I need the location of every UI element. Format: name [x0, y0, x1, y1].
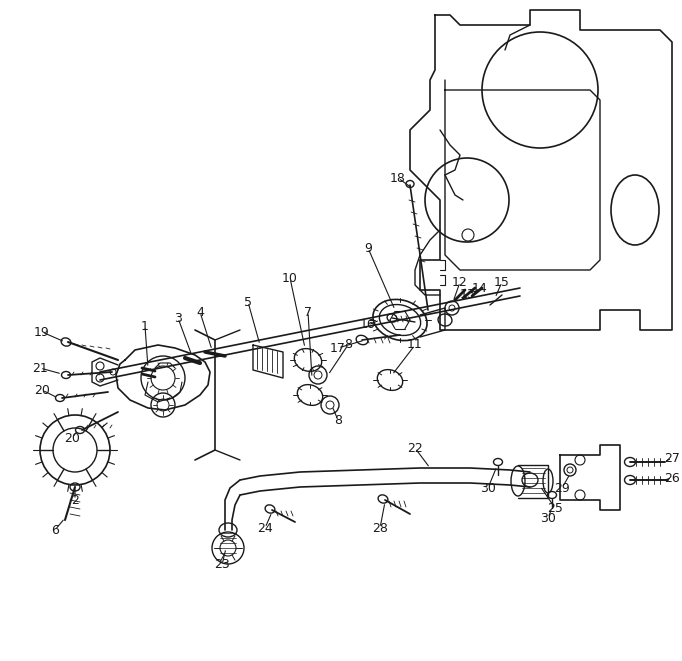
Text: 19: 19 — [34, 325, 50, 338]
Text: 6: 6 — [51, 524, 59, 537]
Text: 29: 29 — [554, 481, 570, 494]
Text: 21: 21 — [32, 362, 48, 375]
Text: 3: 3 — [174, 311, 182, 325]
Text: 27: 27 — [664, 451, 680, 465]
Text: 26: 26 — [664, 471, 680, 485]
Text: 28: 28 — [372, 522, 388, 535]
Text: 30: 30 — [540, 512, 556, 524]
Text: 14: 14 — [472, 282, 488, 295]
Text: 23: 23 — [214, 559, 230, 572]
Text: 8: 8 — [334, 414, 342, 426]
Text: 11: 11 — [407, 338, 423, 352]
Text: 22: 22 — [407, 442, 423, 455]
Text: 18: 18 — [390, 171, 406, 184]
Text: 7: 7 — [304, 305, 312, 319]
Text: 8: 8 — [344, 338, 352, 352]
Text: 17: 17 — [330, 342, 346, 354]
Text: 13: 13 — [460, 288, 476, 301]
Text: 20: 20 — [34, 383, 50, 397]
Text: 25: 25 — [547, 502, 563, 514]
Text: 5: 5 — [244, 295, 252, 309]
Text: 24: 24 — [257, 522, 273, 535]
Text: 2: 2 — [71, 494, 79, 506]
Text: 16: 16 — [360, 319, 376, 332]
Text: 9: 9 — [364, 241, 372, 254]
Text: 30: 30 — [480, 481, 496, 494]
Text: 12: 12 — [452, 276, 468, 288]
Text: 20: 20 — [64, 432, 80, 444]
Text: 4: 4 — [196, 305, 204, 319]
Text: 1: 1 — [141, 319, 149, 332]
Text: 10: 10 — [282, 272, 298, 284]
Text: 15: 15 — [494, 276, 510, 288]
